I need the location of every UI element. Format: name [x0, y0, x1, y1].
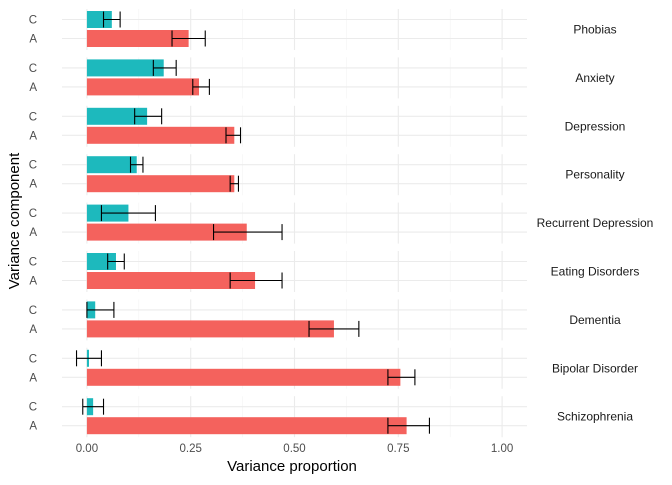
- y-tick-label-a: A: [29, 324, 37, 336]
- facet-label: Recurrent Depression: [537, 216, 654, 230]
- error-bar-c-depression: [134, 108, 163, 125]
- y-tick-label-a: A: [29, 34, 37, 46]
- y-tick-label-c: C: [29, 208, 37, 220]
- error-bar-a-dementia: [308, 320, 360, 337]
- error-bar-a-depression: [225, 127, 242, 144]
- bar-a-personality: [86, 175, 235, 193]
- bar-a-eating-disorders: [86, 272, 256, 289]
- y-tick-label-c: C: [29, 63, 37, 75]
- bar-a-schizophrenia: [86, 417, 407, 435]
- error-bar-a-bipolar-disorder: [387, 369, 416, 386]
- y-tick-label-a: A: [29, 227, 37, 239]
- error-bar-c-schizophrenia: [82, 398, 105, 415]
- bar-c-depression: [86, 107, 148, 125]
- bar-a-bipolar-disorder: [86, 368, 401, 386]
- bar-a-depression: [86, 126, 235, 144]
- error-bar-c-anxiety: [152, 59, 177, 76]
- x-tick-label: 0.00: [76, 443, 98, 455]
- facet-label: Dementia: [569, 313, 621, 327]
- error-bar-c-phobias: [102, 11, 121, 28]
- bar-a-phobias: [86, 30, 189, 47]
- bar-a-recurrent-depression: [86, 223, 247, 241]
- error-bar-c-eating-disorders: [107, 253, 125, 270]
- y-axis-title: Variance component: [6, 152, 23, 289]
- y-tick-label-a: A: [29, 179, 37, 191]
- facet-label: Bipolar Disorder: [552, 361, 638, 375]
- facet-label: Depression: [565, 119, 626, 133]
- x-tick-label: 0.25: [180, 443, 202, 455]
- facet-label: Personality: [565, 168, 624, 182]
- y-tick-label-c: C: [29, 353, 37, 365]
- y-tick-label-a: A: [29, 421, 37, 433]
- error-bar-a-schizophrenia: [387, 417, 430, 434]
- error-bar-c-bipolar-disorder: [75, 350, 102, 367]
- y-tick-label-a: A: [29, 82, 37, 94]
- y-tick-label-c: C: [29, 160, 37, 172]
- labels-layer: CAPhobiasCAAnxietyCADepressionCAPersonal…: [29, 15, 654, 456]
- error-bar-a-phobias: [171, 30, 206, 47]
- bar-a-dementia: [86, 320, 334, 338]
- facet-label: Anxiety: [575, 71, 614, 85]
- error-bar-a-recurrent-depression: [212, 224, 283, 241]
- x-tick-label: 0.75: [387, 443, 409, 455]
- y-tick-label-c: C: [29, 15, 37, 27]
- bar-c-personality: [86, 156, 137, 174]
- y-tick-label-c: C: [29, 402, 37, 414]
- error-bar-c-dementia: [86, 301, 115, 318]
- y-tick-label-c: C: [29, 305, 37, 317]
- x-axis-title: Variance proportion: [227, 458, 357, 475]
- error-bar-a-anxiety: [192, 78, 210, 95]
- bar-c-eating-disorders: [86, 253, 116, 270]
- bar-c-phobias: [86, 11, 112, 28]
- y-tick-label-c: C: [29, 111, 37, 123]
- error-bar-c-recurrent-depression: [100, 205, 156, 222]
- x-tick-label: 0.50: [283, 443, 305, 455]
- error-bars-layer: [75, 11, 430, 434]
- facet-label: Eating Disorders: [551, 265, 640, 279]
- y-tick-label-a: A: [29, 276, 37, 288]
- facet-label: Schizophrenia: [557, 410, 633, 424]
- error-bar-a-personality: [229, 175, 240, 192]
- error-bar-c-personality: [129, 156, 144, 173]
- y-tick-label-a: A: [29, 372, 37, 384]
- x-tick-label: 1.00: [491, 443, 513, 455]
- bar-a-anxiety: [86, 78, 200, 96]
- bars-layer: [86, 11, 407, 435]
- error-bar-a-eating-disorders: [229, 272, 283, 289]
- facet-label: Phobias: [573, 23, 616, 37]
- y-tick-label-a: A: [29, 130, 37, 142]
- y-tick-label-c: C: [29, 257, 37, 269]
- bar-c-anxiety: [86, 59, 164, 77]
